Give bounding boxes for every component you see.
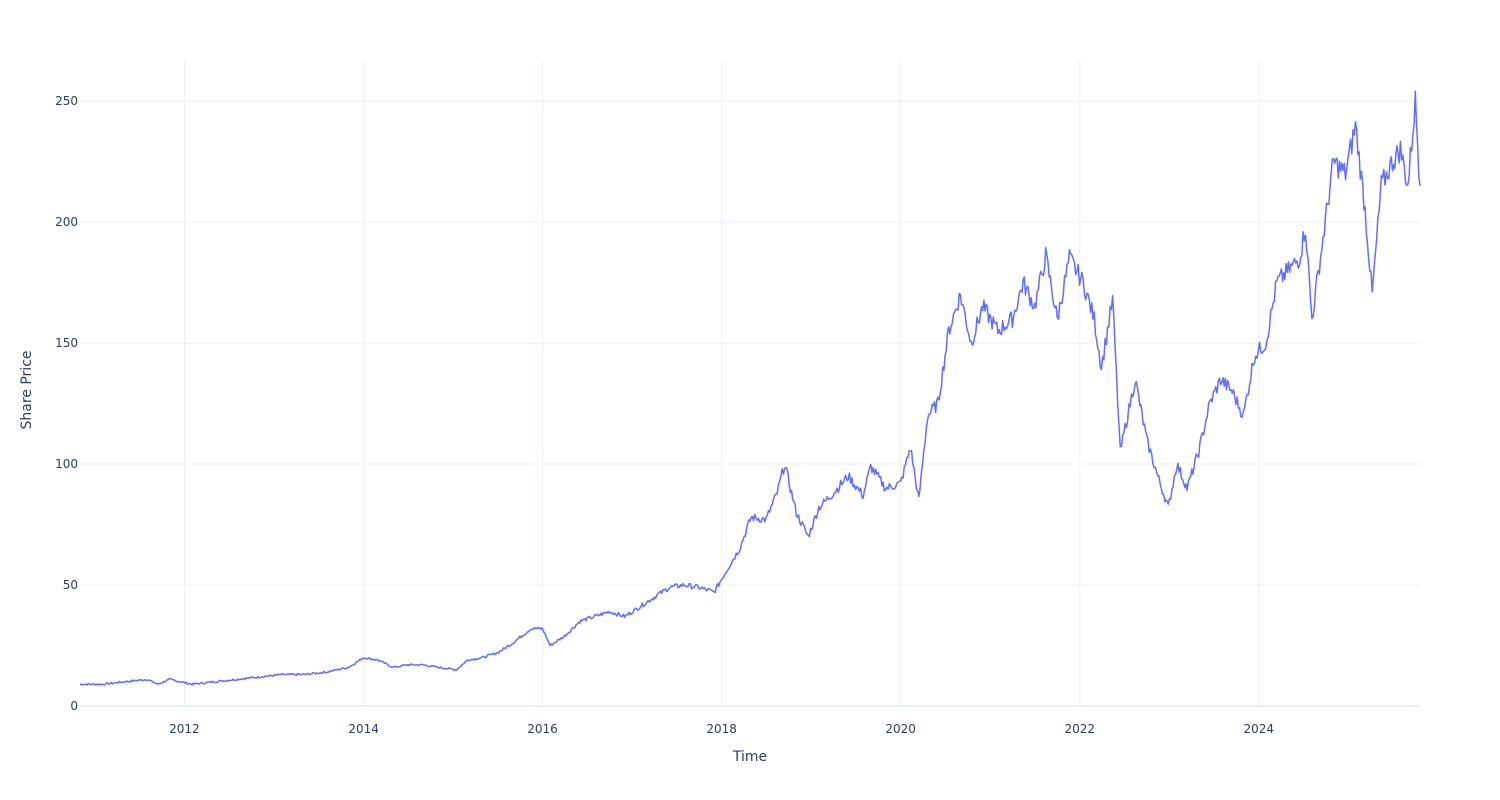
y-tick-label: 150 (55, 336, 78, 350)
x-tick-label: 2022 (1065, 722, 1096, 736)
x-tick-label: 2014 (348, 722, 379, 736)
grid-lines (80, 60, 1420, 707)
y-axis-title: Share Price (19, 350, 35, 429)
y-tick-label: 100 (55, 457, 78, 471)
y-tick-label: 200 (55, 215, 78, 229)
x-tick-label: 2012 (169, 722, 200, 736)
x-tick-label: 2024 (1243, 722, 1274, 736)
series-layer (79, 90, 1421, 686)
x-tick-label: 2020 (885, 722, 916, 736)
x-tick-label: 2018 (706, 722, 737, 736)
y-tick-labels: 0 50 100 150 200 250 (55, 94, 78, 713)
x-tick-label: 2016 (527, 722, 558, 736)
y-tick-label: 250 (55, 94, 78, 108)
series-line (79, 90, 1421, 686)
x-axis-title: Time (732, 749, 767, 765)
y-tick-label: 0 (70, 699, 78, 713)
y-tick-label: 50 (63, 578, 78, 592)
x-tick-labels: 2012 2014 2016 2018 2020 2022 2024 (169, 722, 1274, 736)
